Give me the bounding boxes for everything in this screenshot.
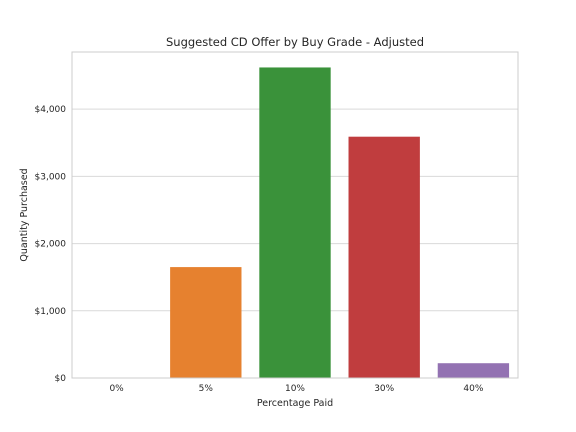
y-tick-label: $0 [55,374,67,384]
y-tick-label: $3,000 [35,172,67,182]
chart-title: Suggested CD Offer by Buy Grade - Adjust… [166,35,424,49]
bars [170,67,510,379]
bar-30-percent [348,136,420,378]
x-tick-label: 30% [374,384,394,394]
y-axis-label: Quantity Purchased [19,168,30,261]
x-tick-label: 5% [199,384,214,394]
y-tick-label: $2,000 [35,240,67,250]
bar-5-percent [170,267,242,378]
y-tick-label: $1,000 [35,307,67,317]
x-axis-label: Percentage Paid [257,398,333,409]
plot-frame [71,51,519,379]
x-tick-label: 40% [463,384,483,394]
x-tick-label: 0% [109,384,124,394]
y-tick-labels: $0 $1,000 $2,000 $3,000 $4,000 [35,105,67,384]
bar-40-percent [437,363,510,378]
x-tick-labels: 0% 5% 10% 30% 40% [109,384,483,394]
x-tick-label: 10% [285,384,305,394]
bar-10-percent [259,67,331,379]
y-tick-label: $4,000 [35,105,67,115]
